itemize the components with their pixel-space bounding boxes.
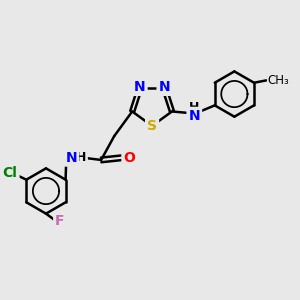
Text: H: H [189,101,200,114]
Text: H: H [76,151,86,164]
Text: S: S [147,119,157,133]
Text: N: N [188,109,200,123]
Text: N: N [65,151,77,165]
Text: CH₃: CH₃ [268,74,290,87]
Text: N: N [158,80,170,94]
Text: F: F [55,214,65,229]
Text: Cl: Cl [3,166,18,180]
Text: O: O [123,151,135,165]
Text: N: N [134,80,146,94]
